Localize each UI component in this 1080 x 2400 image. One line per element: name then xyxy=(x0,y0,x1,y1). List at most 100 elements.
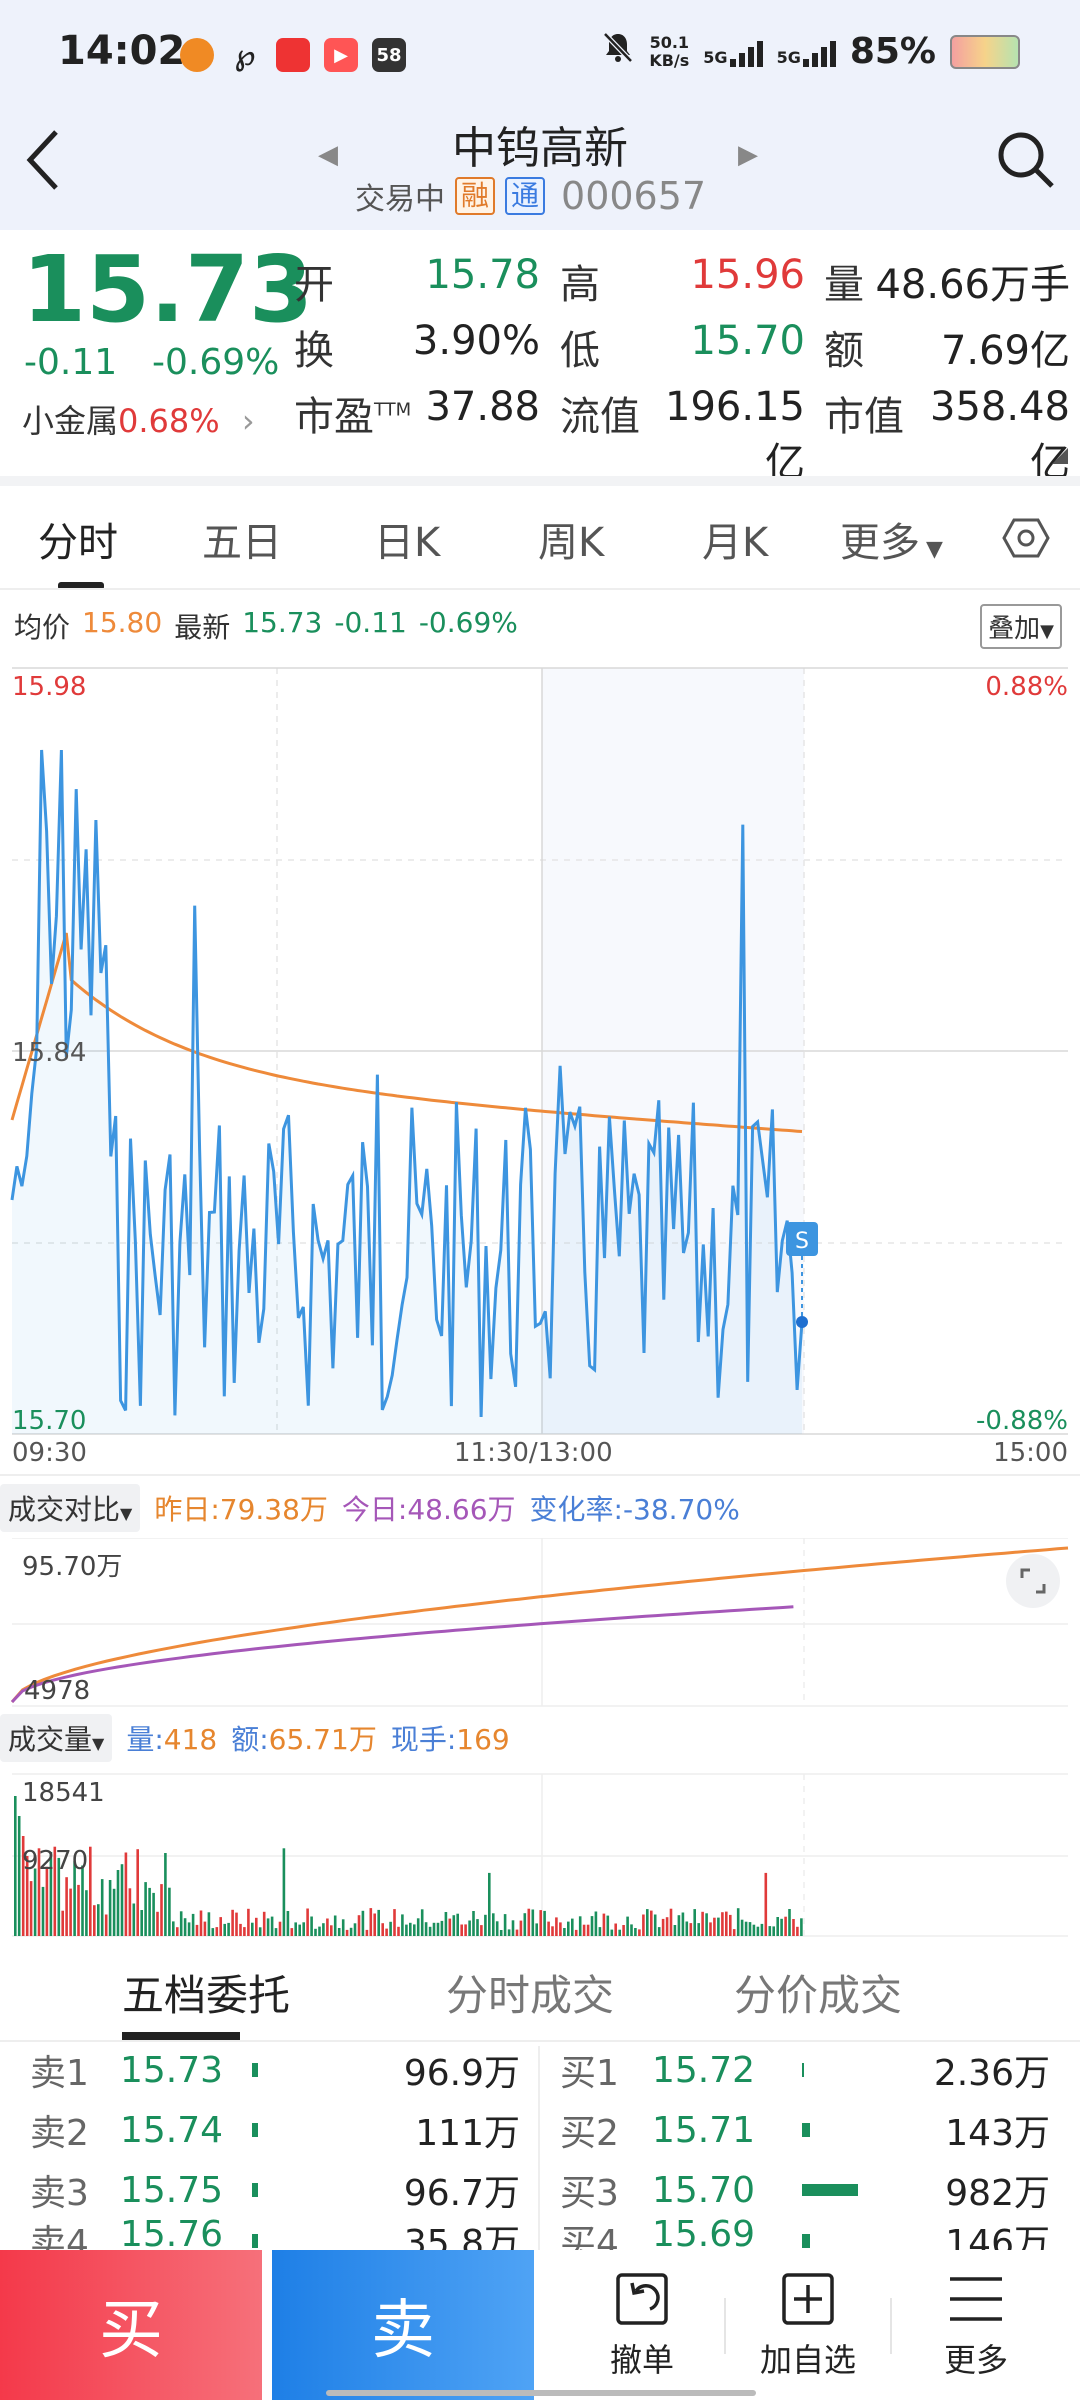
tab-time-trades[interactable]: 分时成交 xyxy=(446,1971,615,2020)
status-bar: 14:02 ℘ ▶ 58 50.1 KB/s 5G 5G 85% xyxy=(0,0,1080,110)
depth-bar xyxy=(802,2123,810,2137)
signal-bars-icon xyxy=(802,37,836,67)
buy-button[interactable]: 买 xyxy=(0,2250,262,2400)
volume-bar xyxy=(567,1921,570,1936)
volume-bar xyxy=(255,1917,258,1936)
volume-bar xyxy=(262,1911,266,1936)
volume-bar xyxy=(81,1865,84,1936)
volume-bar xyxy=(341,1919,345,1936)
cancel-order-button[interactable]: 撤单 xyxy=(562,2250,722,2400)
today-cumulative-line xyxy=(10,1605,794,1704)
volume-bar xyxy=(776,1917,779,1936)
signal-marker-badge xyxy=(786,1222,818,1256)
current-point xyxy=(796,1316,808,1328)
volume-bar xyxy=(247,1908,250,1936)
volume-bar xyxy=(551,1926,554,1936)
connect-tag: 通 xyxy=(505,177,546,215)
volume-bar xyxy=(330,1925,333,1936)
fullscreen-button[interactable] xyxy=(1006,1554,1060,1608)
volume-bar xyxy=(223,1923,226,1936)
volume-bar xyxy=(661,1918,665,1936)
volume-bar xyxy=(476,1919,479,1936)
next-stock-button[interactable]: ▶ xyxy=(738,140,758,170)
home-indicator[interactable] xyxy=(326,2390,756,2396)
tab-price-trades[interactable]: 分价成交 xyxy=(734,1971,903,2020)
add-watchlist-button[interactable]: 加自选 xyxy=(728,2250,888,2400)
compare-dropdown[interactable]: 成交对比▼ xyxy=(0,1484,141,1532)
volume-bar xyxy=(290,1928,294,1936)
volume-bar xyxy=(519,1920,523,1936)
volume-bar xyxy=(219,1917,222,1936)
pct-min-label: -0.88% xyxy=(976,1406,1068,1436)
volume-bar xyxy=(606,1915,610,1936)
volume-bar xyxy=(574,1929,578,1936)
volume-bar xyxy=(665,1917,669,1936)
status-app-icons: ℘ ▶ 58 xyxy=(180,38,406,73)
volume-bar xyxy=(322,1923,325,1936)
price-min-label: 15.70 xyxy=(12,1406,87,1436)
signal-marker-text: S xyxy=(795,1229,809,1254)
volume-bar xyxy=(21,1836,25,1936)
volume-bar xyxy=(602,1913,606,1936)
volume-bar xyxy=(444,1912,448,1936)
sell-button[interactable]: 卖 xyxy=(272,2250,534,2400)
volume-bar xyxy=(784,1916,787,1936)
volume-bar xyxy=(499,1930,503,1936)
volume-bar xyxy=(610,1929,614,1936)
volume-bar xyxy=(401,1914,404,1936)
buy-row: 买3 15.70 982万 xyxy=(560,2169,1050,2215)
trading-status: 交易中 xyxy=(355,182,445,217)
volume-dropdown[interactable]: 成交量▼ xyxy=(0,1714,113,1762)
tab-five-level[interactable]: 五档委托 xyxy=(122,1971,291,2020)
volume-bar xyxy=(69,1888,72,1936)
volume-bar xyxy=(353,1923,357,1936)
caret-down-icon: ▼ xyxy=(1040,621,1054,642)
tab-weekly-k[interactable]: 周K xyxy=(538,520,605,566)
volume-bar xyxy=(195,1924,199,1936)
tab-daily-k[interactable]: 日K xyxy=(374,520,441,566)
tab-more[interactable]: 更多 ▼ xyxy=(840,520,943,566)
volume-bar xyxy=(152,1892,155,1936)
more-button[interactable]: 更多 xyxy=(896,2250,1056,2400)
depth-bar xyxy=(802,2234,810,2248)
prev-stock-button[interactable]: ◀ xyxy=(318,140,338,170)
volume-value: 48.66万手 xyxy=(875,262,1070,308)
sector-link[interactable]: 小金属0.68% › xyxy=(22,402,255,440)
tab-intraday[interactable]: 分时 xyxy=(38,520,118,566)
back-button[interactable] xyxy=(22,128,62,198)
price-change-pct: -0.69% xyxy=(152,342,280,383)
depth-bar xyxy=(252,2123,258,2137)
volume-bar xyxy=(484,1914,487,1936)
volume-bar xyxy=(318,1926,321,1936)
volume-bar xyxy=(389,1921,392,1936)
overlay-button[interactable]: 叠加▼ xyxy=(980,604,1062,649)
video-app-icon: ▶ xyxy=(324,38,358,72)
search-button[interactable] xyxy=(994,128,1058,196)
volume-bar xyxy=(650,1910,653,1936)
volume-bar xyxy=(191,1913,195,1936)
volume-bar xyxy=(132,1903,136,1936)
caret-down-icon: ▼ xyxy=(926,537,943,562)
expand-corner-icon[interactable] xyxy=(1052,448,1068,464)
buy-row: 买1 15.72 2.36万 xyxy=(560,2049,1050,2095)
volume-bar xyxy=(160,1884,163,1936)
volume-bar xyxy=(377,1909,380,1936)
expand-icon xyxy=(1020,1568,1046,1594)
volume-bar xyxy=(57,1857,61,1936)
volume-bar xyxy=(626,1916,629,1936)
depth-bar xyxy=(252,2234,258,2248)
float-cap-label: 流值 xyxy=(560,394,640,440)
volume-bar xyxy=(725,1911,728,1936)
volume-bar xyxy=(511,1920,515,1936)
volume-bars xyxy=(14,1796,803,1936)
sell-row: 卖4 15.76 35.8万 xyxy=(30,2214,520,2250)
volume-bar xyxy=(800,1918,803,1936)
volume-bar xyxy=(112,1888,116,1936)
tab-five-day[interactable]: 五日 xyxy=(202,520,282,566)
volume-bar xyxy=(17,1816,21,1936)
settings-hex-icon[interactable] xyxy=(1002,514,1050,566)
time-end-label: 15:00 xyxy=(993,1438,1068,1468)
intraday-chart[interactable]: S xyxy=(0,660,1080,1460)
current-price: 15.73 xyxy=(22,236,314,343)
tab-monthly-k[interactable]: 月K xyxy=(702,520,769,566)
